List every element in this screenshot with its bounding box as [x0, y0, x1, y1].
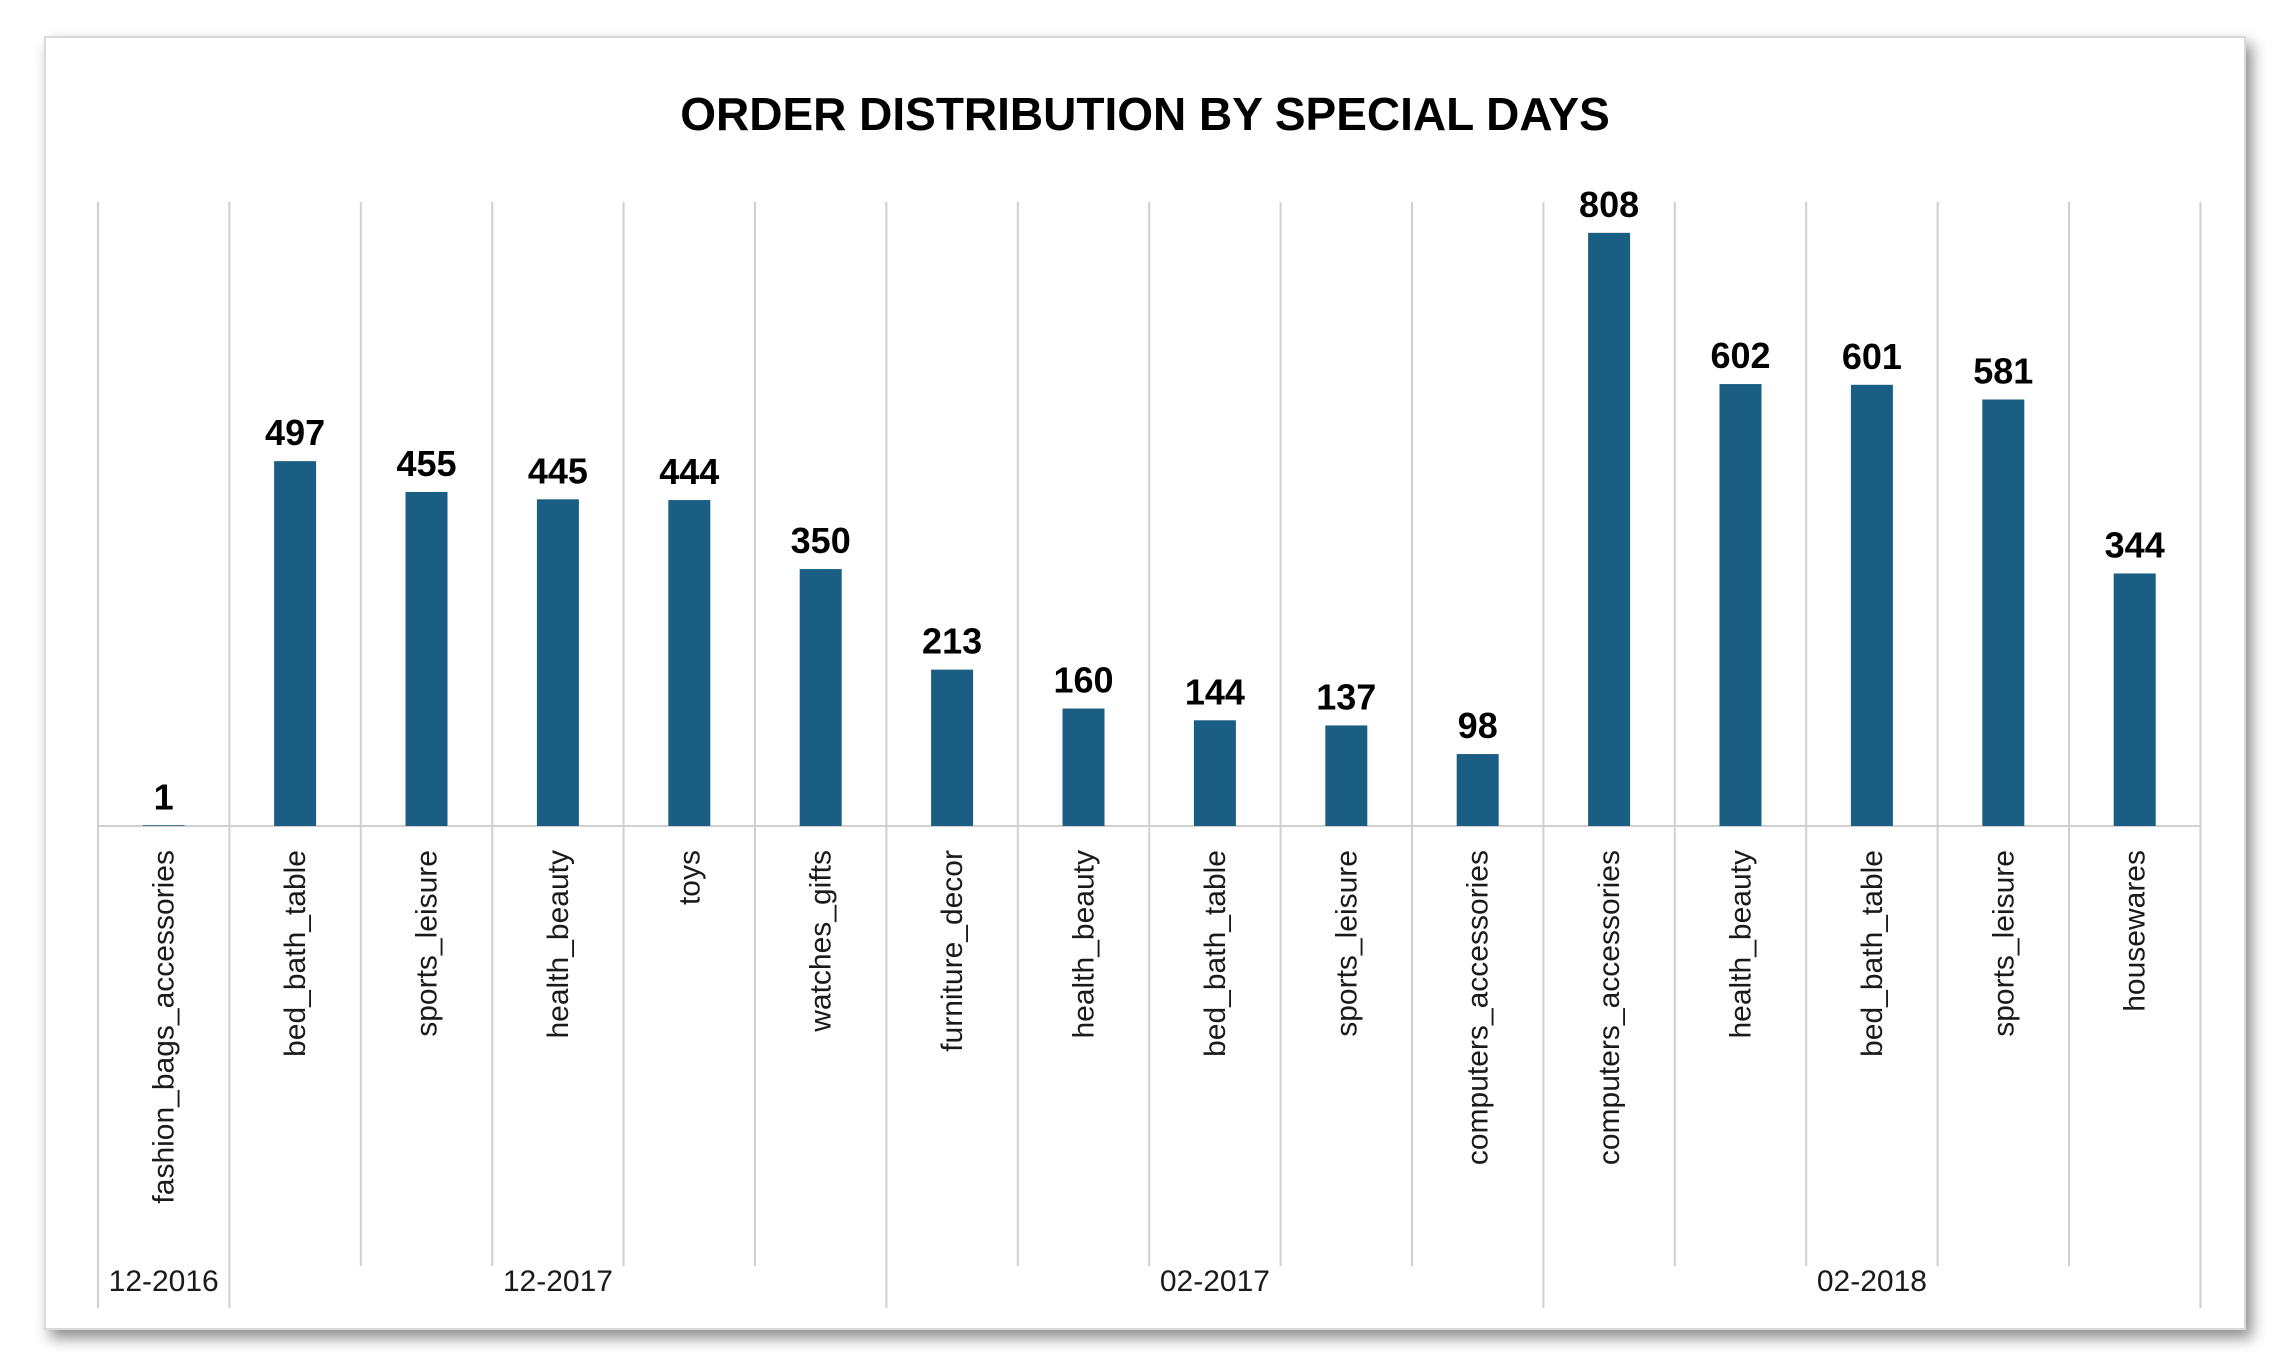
data-label: 497 — [265, 412, 325, 453]
category-label: toys — [673, 850, 706, 905]
category-label: computers_accessories — [1593, 850, 1626, 1165]
category-label: health_beauty — [1725, 850, 1758, 1039]
bar — [274, 461, 317, 826]
chart-card: ORDER DISTRIBUTION BY SPECIAL DAYS 1 497 4… — [44, 36, 2246, 1330]
data-label: 137 — [1316, 676, 1376, 717]
category-label: bed_bath_table — [1199, 850, 1232, 1057]
data-label: 808 — [1579, 184, 1639, 225]
category-label: health_beauty — [542, 850, 575, 1039]
bar — [1850, 384, 1893, 826]
category-label: computers_accessories — [1462, 850, 1495, 1165]
data-label: 602 — [1710, 335, 1770, 376]
bar — [1588, 232, 1631, 826]
data-label: 144 — [1185, 671, 1245, 712]
group-label: 02-2018 — [1817, 1265, 1927, 1298]
data-label: 160 — [1053, 660, 1113, 701]
bar — [1719, 384, 1762, 826]
data-label: 601 — [1842, 336, 1902, 377]
data-label: 350 — [791, 520, 851, 561]
data-label: 581 — [1973, 350, 2033, 391]
bar — [1456, 754, 1499, 826]
bar — [931, 669, 974, 826]
data-label: 444 — [659, 451, 719, 492]
category-label: housewares — [2119, 850, 2152, 1012]
bars — [142, 232, 2156, 826]
category-label: bed_bath_table — [279, 850, 312, 1057]
category-label: fashion_bags_accessories — [148, 850, 181, 1204]
bar — [536, 499, 579, 826]
category-gridlines — [97, 202, 2202, 1308]
category-label: health_beauty — [1068, 850, 1101, 1039]
bar — [405, 491, 448, 826]
category-label: watches_gifts — [805, 850, 838, 1033]
category-label: sports_leisure — [1330, 850, 1363, 1037]
data-label: 445 — [528, 450, 588, 491]
bar-chart: ORDER DISTRIBUTION BY SPECIAL DAYS 1 497 4… — [97, 88, 2202, 1308]
bar — [1193, 720, 1236, 826]
bar — [2113, 573, 2156, 826]
group-label: 12-2017 — [503, 1265, 613, 1298]
bar — [799, 569, 842, 826]
data-label: 98 — [1458, 705, 1498, 746]
bar — [1062, 708, 1105, 826]
bar — [1982, 399, 2025, 826]
group-label: 02-2017 — [1160, 1265, 1270, 1298]
data-labels: 1 497 455 445 444 350 213 160 144 137 98 808 602 601 5… — [154, 184, 2165, 817]
data-label: 213 — [922, 621, 982, 662]
category-label: sports_leisure — [411, 850, 444, 1037]
data-label: 455 — [396, 443, 456, 484]
category-label: furniture_decor — [936, 850, 969, 1052]
category-labels: fashion_bags_accessories bed_bath_table sp… — [148, 850, 2152, 1204]
group-labels: 12-2016 12-2017 02-2017 02-2018 — [109, 1265, 1927, 1298]
data-label: 1 — [154, 776, 174, 817]
category-label: sports_leisure — [1987, 850, 2020, 1037]
bar — [142, 825, 185, 826]
group-label: 12-2016 — [109, 1265, 219, 1298]
bar — [1325, 725, 1368, 826]
category-label: bed_bath_table — [1856, 850, 1889, 1057]
chart-title: ORDER DISTRIBUTION BY SPECIAL DAYS — [680, 88, 1610, 140]
data-label: 344 — [2105, 524, 2165, 565]
bar — [668, 500, 711, 826]
